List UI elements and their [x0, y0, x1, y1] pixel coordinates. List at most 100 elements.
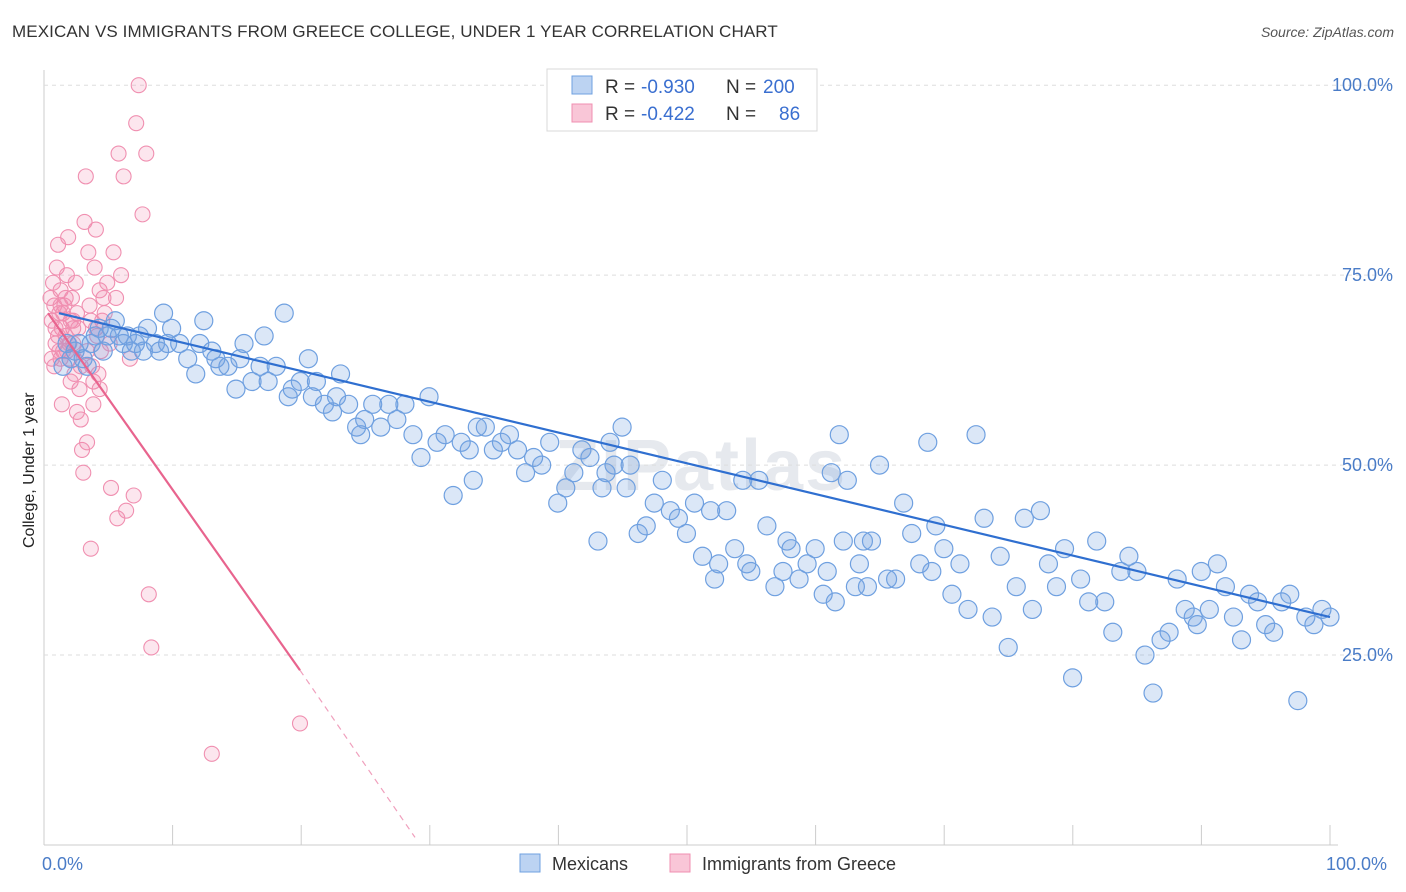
greece-point-47 [107, 289, 125, 306]
mexican-point-78 [507, 440, 528, 460]
mexican-point-128 [837, 470, 857, 490]
mexicans-trend-line [58, 312, 1331, 619]
legend-n-value-1: 200 [763, 77, 795, 98]
mexican-point-142 [926, 516, 946, 536]
mexican-point-115 [765, 577, 785, 597]
greece-point-26 [75, 464, 92, 481]
greece-point-36 [87, 221, 104, 238]
mexican-point-159 [1062, 668, 1083, 688]
mexican-point-55 [338, 394, 359, 414]
mexican-point-47 [290, 371, 310, 392]
mexican-point-161 [1079, 592, 1099, 612]
greece-point-58 [143, 639, 160, 656]
mexican-point-139 [910, 554, 930, 574]
bottom-legend-mexicans: Mexicans [552, 854, 628, 874]
mexican-point-170 [1151, 630, 1171, 650]
mexican-point-34 [210, 356, 230, 376]
greece-point-82 [109, 510, 126, 527]
greece-point-68 [82, 540, 99, 557]
mexican-point-181 [1231, 630, 1252, 650]
mexican-point-118 [781, 539, 801, 559]
mexican-point-46 [282, 379, 302, 399]
mexican-point-61 [379, 394, 399, 414]
greece-point-72 [291, 715, 309, 732]
mexican-point-134 [869, 455, 890, 475]
mexican-point-146 [958, 599, 978, 620]
mexican-point-176 [1191, 561, 1211, 582]
mexican-point-122 [813, 584, 833, 604]
bottom-legend: Mexicans Immigrants from Greece [519, 853, 896, 874]
mexican-point-104 [692, 546, 713, 566]
greece-point-55 [134, 206, 151, 223]
mexican-point-109 [725, 539, 745, 559]
chart-title: MEXICAN VS IMMIGRANTS FROM GREECE COLLEG… [12, 22, 778, 41]
mexican-point-20 [133, 341, 154, 361]
mexican-point-119 [789, 569, 809, 589]
greece-trend-extension [299, 669, 416, 838]
greece-point-14 [60, 229, 77, 246]
greece-point-46 [105, 244, 122, 261]
greece-point-34 [85, 396, 102, 413]
mexican-point-187 [1280, 584, 1300, 604]
greece-point-35 [86, 259, 103, 276]
mexican-point-130 [849, 554, 870, 574]
mexican-point-132 [857, 577, 878, 597]
mexican-point-48 [298, 349, 318, 369]
greece-point-57 [140, 586, 157, 603]
greece-point-83 [125, 487, 142, 504]
mexican-point-149 [982, 607, 1002, 627]
mexican-point-114 [757, 516, 777, 536]
mexican-point-108 [717, 501, 737, 521]
mexican-point-162 [1087, 531, 1107, 551]
mexican-point-96 [628, 523, 648, 544]
mexican-point-173 [1175, 599, 1195, 620]
mexican-point-41 [254, 326, 274, 346]
mexican-points [53, 303, 1340, 711]
mexican-point-101 [668, 508, 689, 528]
mexican-point-112 [741, 561, 761, 582]
mexican-point-171 [1159, 622, 1179, 642]
mexican-point-85 [564, 463, 584, 483]
mexican-point-52 [322, 402, 343, 422]
mexican-point-44 [274, 303, 294, 323]
y-tick-labels: 25.0% 50.0% 75.0% 100.0% [1332, 75, 1393, 665]
mexican-point-89 [592, 478, 612, 498]
greece-point-76 [47, 320, 64, 337]
x-tick-marks [43, 825, 1331, 845]
mexican-point-100 [660, 501, 680, 521]
bottom-legend-swatch-greece [669, 853, 691, 873]
mexican-point-125 [825, 592, 845, 612]
mexican-point-175 [1187, 615, 1207, 635]
mexican-point-185 [1264, 622, 1284, 642]
source-label: Source: ZipAtlas.com [1260, 24, 1394, 40]
mexican-point-80 [524, 447, 544, 468]
mexican-point-35 [218, 356, 238, 376]
mexican-point-123 [817, 561, 837, 582]
mexican-point-168 [1135, 645, 1155, 665]
mexican-point-150 [990, 546, 1010, 566]
greece-point-17 [63, 289, 80, 306]
mexican-point-74 [475, 417, 495, 437]
mexican-point-156 [1038, 554, 1059, 574]
mexican-point-51 [314, 394, 335, 414]
mexican-point-58 [355, 409, 375, 430]
greece-point-31 [81, 297, 98, 314]
mexican-point-65 [411, 447, 431, 468]
mexican-point-92 [604, 455, 624, 475]
mexican-point-23 [149, 341, 170, 361]
legend-r-value-2: -0.422 [641, 104, 695, 125]
greece-point-24 [72, 411, 89, 428]
greece-point-30 [80, 244, 97, 261]
greece-point-45 [102, 479, 120, 496]
mexican-point-68 [435, 425, 455, 445]
mexican-point-87 [580, 447, 600, 468]
mexican-point-135 [877, 569, 898, 589]
y-tick-label-50: 50.0% [1342, 455, 1393, 475]
mexican-point-75 [483, 440, 503, 460]
mexican-point-79 [515, 463, 536, 483]
mexican-point-81 [532, 455, 552, 475]
mexican-point-29 [186, 364, 206, 384]
mexican-point-145 [950, 554, 970, 574]
mexican-point-148 [974, 508, 994, 528]
legend-r-label-2: R = [605, 104, 635, 125]
